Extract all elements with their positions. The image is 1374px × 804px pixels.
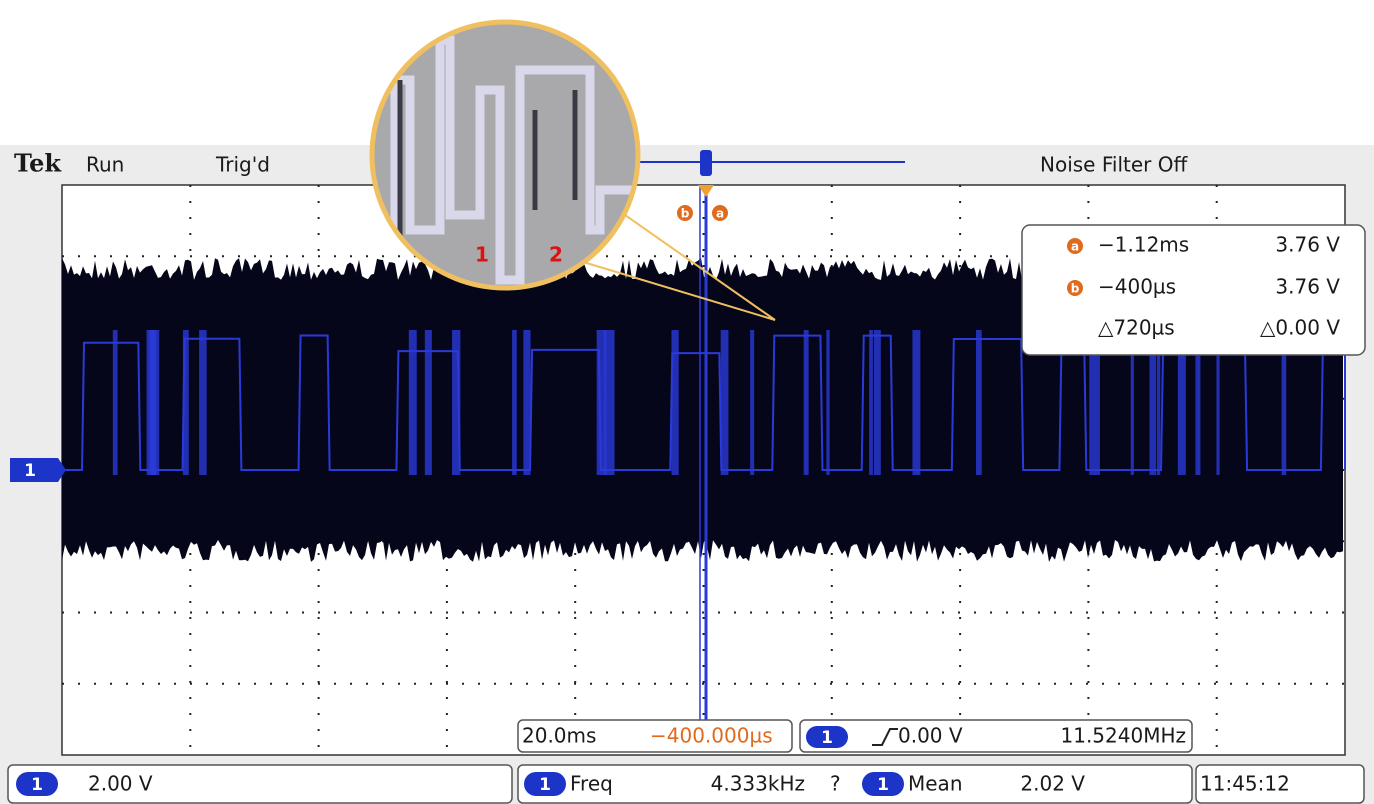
signal-burst	[409, 330, 417, 475]
channel-marker-label: 1	[24, 461, 36, 481]
time-position: −400.000µs	[650, 724, 773, 748]
cursor-a-voltage: 3.76 V	[1275, 233, 1340, 257]
measurement-name: Freq	[570, 772, 613, 796]
signal-burst	[523, 330, 530, 475]
zoom-label: 2	[549, 243, 563, 267]
signal-burst	[512, 330, 517, 475]
signal-burst	[976, 330, 982, 475]
volts-per-div: 2.00 V	[88, 772, 153, 796]
time-scale: 20.0ms	[522, 724, 596, 748]
signal-burst	[672, 330, 679, 475]
brand: Tek	[14, 149, 62, 178]
cursor-b-time: −400µs	[1098, 275, 1176, 299]
acquisition-status: Run	[86, 153, 124, 177]
signal-burst	[826, 330, 829, 475]
signal-burst	[804, 330, 809, 475]
noise-filter: Noise Filter Off	[1040, 153, 1188, 177]
signal-burst	[604, 330, 615, 475]
trigger-state: Trig'd	[215, 153, 270, 177]
zoom-label: 1	[475, 243, 489, 267]
cursor-delta-voltage: △0.00 V	[1260, 316, 1340, 340]
signal-burst	[721, 330, 729, 475]
cursor-delta-time: △720µs	[1098, 316, 1175, 340]
sample-rate: 11.5240MHz	[1061, 724, 1187, 748]
measurement-name: Mean	[908, 772, 963, 796]
signal-burst	[452, 330, 460, 475]
cursor-b-label: b	[681, 207, 690, 221]
signal-burst	[869, 330, 873, 475]
measurement-channel: 1	[877, 775, 889, 795]
cursor-b-label: b	[1071, 282, 1080, 296]
measurement-flag: ?	[830, 772, 841, 796]
measurement-channel: 1	[539, 775, 551, 795]
cursor-a-time: −1.12ms	[1098, 233, 1189, 257]
record-position	[700, 150, 712, 176]
channel-box	[8, 765, 512, 803]
signal-burst	[147, 330, 157, 475]
measurement-value: 4.333kHz	[711, 772, 805, 796]
measurement-value: 2.02 V	[1020, 772, 1085, 796]
cursor-a-label: a	[1071, 240, 1079, 254]
oscilloscope-screen: Tek Run Trig'd Noise Filter Off b a 1 a …	[0, 0, 1374, 804]
trigger-channel: 1	[821, 728, 833, 748]
cursor-b-voltage: 3.76 V	[1275, 275, 1340, 299]
signal-burst	[750, 330, 754, 475]
channel-number: 1	[31, 775, 43, 795]
channel-marker	[10, 458, 66, 482]
signal-burst	[425, 330, 432, 475]
signal-burst	[199, 330, 207, 475]
measurement-box	[518, 765, 1192, 803]
cursor-a-label: a	[716, 207, 724, 221]
signal-burst	[912, 330, 920, 475]
signal-burst	[874, 330, 881, 475]
trigger-level: 0.00 V	[898, 724, 963, 748]
signal-burst	[113, 330, 118, 475]
clock: 11:45:12	[1200, 772, 1290, 796]
signal-burst	[183, 330, 189, 475]
